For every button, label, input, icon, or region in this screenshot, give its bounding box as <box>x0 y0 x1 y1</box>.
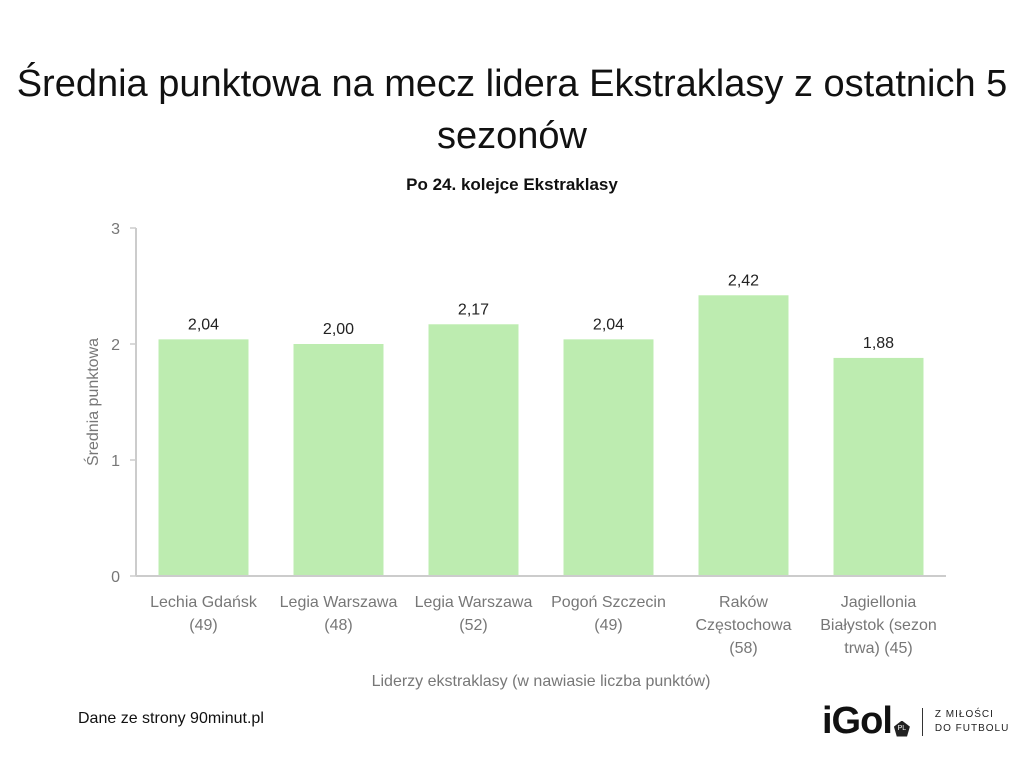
x-tick-label: Jagiellonia <box>841 594 917 611</box>
x-tick-label: trwa) (45) <box>844 640 912 657</box>
x-tick-label: (49) <box>189 617 217 634</box>
logo-tagline: Z MIŁOŚCI DO FUTBOLU <box>935 708 1009 736</box>
y-tick-label: 1 <box>111 453 120 470</box>
data-label: 2,04 <box>593 316 624 333</box>
x-tick-label: Białystok (sezon <box>820 617 937 634</box>
logo-badge: PL <box>893 720 910 737</box>
logo-divider <box>921 707 923 736</box>
x-tick-label: (49) <box>594 617 622 634</box>
x-tick-label: Lechia Gdańsk <box>150 594 258 611</box>
x-tick-label: (58) <box>729 640 757 657</box>
data-label: 2,04 <box>188 316 219 333</box>
data-label: 1,88 <box>863 335 894 352</box>
x-tick-label: (48) <box>324 617 352 634</box>
y-axis-title: Średnia punktowa <box>83 338 102 466</box>
bar <box>563 339 654 576</box>
igol-logo: iGol PL Z MIŁOŚCI DO FUTBOLU <box>822 700 1009 743</box>
tagline-line-2: DO FUTBOLU <box>934 722 1010 734</box>
bar <box>293 344 384 576</box>
bar <box>428 324 519 576</box>
bar <box>698 295 789 576</box>
bar <box>833 357 924 576</box>
data-label: 2,42 <box>728 272 759 289</box>
data-label: 2,17 <box>458 301 489 318</box>
x-tick-label: Częstochowa <box>695 617 791 634</box>
y-tick-label: 2 <box>111 337 120 354</box>
chart-subtitle: Po 24. kolejce Ekstraklasy <box>406 175 618 194</box>
x-axis-title: Liderzy ekstraklasy (w nawiasie liczba p… <box>372 673 711 690</box>
x-tick-label: Legia Warszawa <box>280 594 398 611</box>
x-tick-label: Pogoń Szczecin <box>551 594 666 611</box>
chart-title: Średnia punktowa na mecz lidera Ekstrakl… <box>16 63 1008 157</box>
y-tick-label: 3 <box>111 221 120 238</box>
x-tick-label: (52) <box>459 617 487 634</box>
x-tick-label: Legia Warszawa <box>415 594 533 611</box>
bar <box>158 339 249 576</box>
data-label: 2,00 <box>323 321 354 338</box>
tagline-line-1: Z MIŁOŚCI <box>934 708 994 720</box>
y-tick-label: 0 <box>111 569 120 586</box>
x-tick-label: Raków <box>719 594 768 611</box>
logo-wordmark: iGol <box>822 700 893 742</box>
source-note: Dane ze strony 90minut.pl <box>78 710 264 727</box>
